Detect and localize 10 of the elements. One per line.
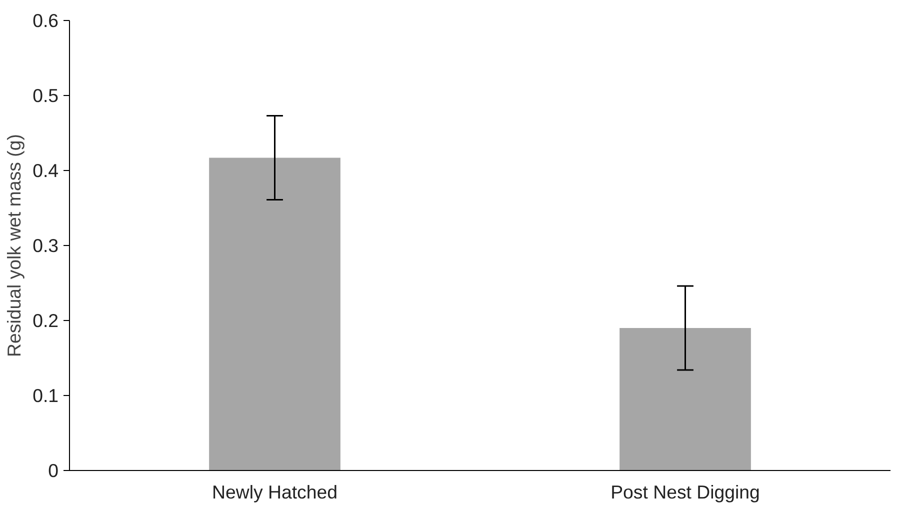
y-tick-label: 0.4	[32, 160, 59, 181]
y-tick-label: 0.2	[32, 310, 59, 331]
y-axis-title: Residual yolk wet mass (g)	[4, 134, 25, 357]
x-tick-label: Newly Hatched	[212, 482, 338, 502]
y-tick-label: 0	[48, 460, 59, 481]
y-tick-label: 0.1	[32, 385, 59, 406]
y-tick-label: 0.5	[32, 85, 59, 106]
y-tick-label: 0.6	[32, 10, 59, 31]
x-tick-label: Post Nest Digging	[610, 482, 760, 502]
y-tick-label: 0.3	[32, 235, 59, 256]
